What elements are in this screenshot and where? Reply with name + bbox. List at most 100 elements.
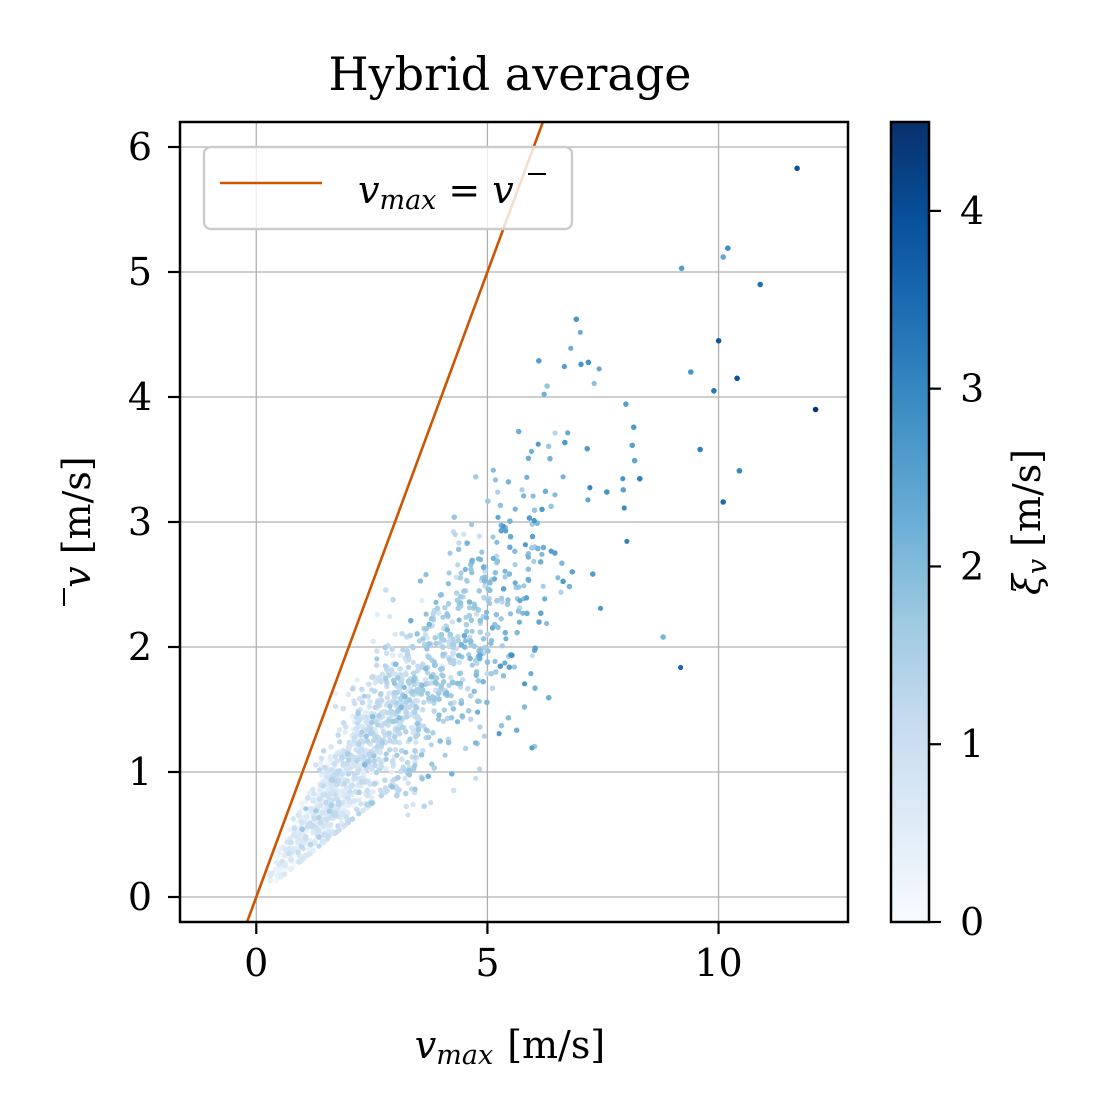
scatter-point (320, 783, 326, 789)
scatter-point (281, 871, 288, 877)
scatter-point (502, 574, 508, 580)
scatter-point (485, 631, 491, 637)
scatter-point (336, 727, 342, 733)
scatter-point (403, 709, 409, 716)
scatter-point (293, 833, 299, 840)
scatter-point (356, 811, 362, 817)
scatter-point (350, 713, 356, 719)
scatter-point (407, 632, 413, 639)
scatter-point (363, 709, 369, 715)
scatter-point (345, 795, 351, 801)
scatter-point (316, 814, 322, 821)
scatter-point (355, 710, 361, 717)
scatter-point (378, 761, 384, 767)
scatter-point (552, 430, 558, 436)
scatter-point (307, 820, 313, 827)
scatter-point (341, 720, 347, 726)
scatter-point (284, 839, 290, 845)
scatter-point (374, 648, 380, 654)
scatter-point (375, 699, 381, 706)
scatter-point (477, 766, 483, 772)
scatter-point (415, 727, 422, 733)
scatter-point (374, 744, 380, 750)
scatter-point (395, 788, 401, 794)
scatter-point (372, 704, 378, 711)
scatter-point (456, 540, 462, 546)
scatter-point (442, 752, 448, 758)
scatter-point (304, 814, 310, 820)
scatter-point (405, 812, 411, 818)
scatter-point (373, 770, 379, 776)
scatter-point (372, 688, 378, 694)
scatter-point (319, 755, 325, 761)
scatter-point (278, 872, 284, 878)
scatter-point (406, 697, 412, 703)
scatter-point (387, 747, 393, 753)
scatter-point (340, 760, 347, 767)
scatter-point (290, 816, 296, 822)
scatter-point (368, 730, 374, 737)
scatter-point (519, 487, 525, 493)
scatter-point (440, 718, 446, 725)
scatter-point (330, 797, 336, 803)
scatter-point (276, 850, 282, 856)
scatter-point (404, 714, 410, 720)
scatter-point (388, 708, 394, 714)
scatter-point (365, 792, 371, 798)
scatter-point (409, 689, 415, 695)
scatter-point (366, 681, 372, 687)
scatter-point (410, 801, 416, 808)
scatter-point (274, 854, 280, 860)
scatter-point (360, 808, 366, 814)
scatter-point (389, 758, 396, 764)
scatter-point (389, 667, 395, 673)
scatter-point (356, 789, 362, 796)
scatter-point (346, 771, 352, 777)
scatter-point (279, 858, 285, 864)
scatter-point (328, 754, 334, 760)
scatter-point (434, 675, 440, 681)
scatter-point (384, 695, 390, 701)
scatter-point (399, 631, 405, 637)
scatter-point (302, 852, 308, 859)
scatter-point (371, 758, 377, 764)
scatter-point (316, 834, 322, 840)
scatter-point (340, 810, 346, 817)
scatter-point (352, 701, 358, 707)
scatter-point (367, 781, 373, 787)
scatter-point (440, 673, 446, 679)
scatter-point (473, 474, 479, 480)
scatter-point (410, 659, 416, 666)
scatter-point (335, 769, 341, 775)
scatter-point (340, 705, 346, 712)
scatter-point (450, 636, 456, 642)
scatter-point (476, 533, 482, 539)
scatter-point (448, 701, 454, 707)
scatter-point (540, 583, 546, 589)
scatter-point (354, 776, 360, 782)
scatter-point (369, 795, 375, 801)
scatter-point (445, 601, 452, 607)
scatter-point (352, 789, 358, 795)
scatter-point (449, 619, 455, 625)
scatter-point (295, 849, 301, 855)
scatter-point (403, 729, 409, 735)
scatter-point (314, 801, 320, 807)
scatter-point (282, 862, 288, 869)
scatter-point (358, 746, 365, 753)
scatter-point (316, 843, 322, 849)
scatter-point (374, 662, 380, 668)
scatter-point (351, 763, 358, 769)
scatter-point (447, 657, 453, 663)
scatter-point (343, 814, 349, 820)
scatter-point (272, 866, 278, 873)
scatter-point (335, 823, 341, 829)
scatter-point (382, 663, 388, 669)
scatter-point (306, 851, 312, 857)
scatter-point (311, 839, 318, 845)
scatter-point (361, 754, 367, 760)
scatter-point (385, 718, 391, 724)
scatter-point (411, 728, 417, 734)
scatter-point (466, 612, 472, 619)
scatter-point (298, 843, 304, 850)
